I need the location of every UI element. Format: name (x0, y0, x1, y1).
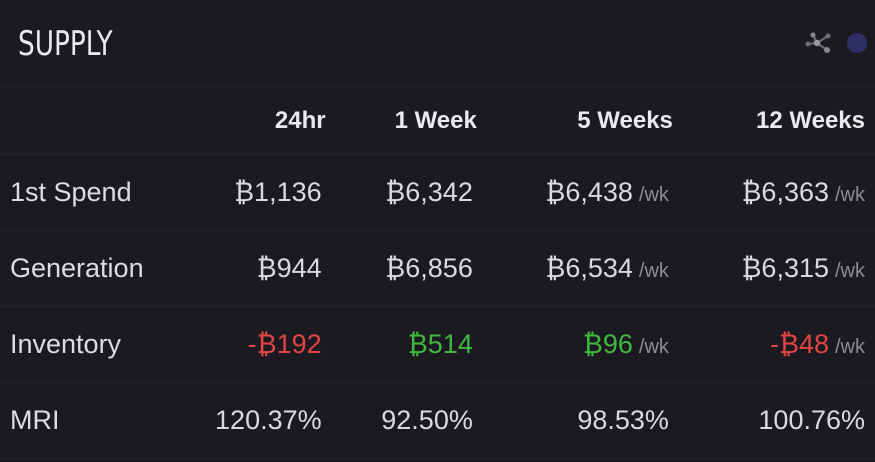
row-label: MRI (0, 382, 185, 459)
network-icon[interactable] (803, 30, 837, 56)
cell-unit: /wk (835, 184, 865, 206)
cell-value: ₿944 (256, 253, 322, 283)
table-row-generation: Generation ₿944 ₿6,856 ₿6,534/wk ₿6,315 /… (0, 230, 875, 307)
cell-unit: /wk (638, 184, 669, 206)
cell-unit: /wk (638, 260, 669, 282)
status-dot-icon[interactable] (847, 33, 867, 53)
table-header-row: 24hr 1 Week 5 Weeks 12 Weeks (0, 86, 875, 155)
header-empty (0, 86, 185, 155)
supply-table: 24hr 1 Week 5 Weeks 12 Weeks 1st Spend ₿… (0, 86, 875, 459)
panel-header: SUPPLY (0, 0, 875, 86)
row-label: 1st Spend (0, 154, 185, 231)
cell-value: 92.50% (381, 405, 473, 435)
cell-value: ₿1,136 (234, 177, 322, 207)
cell-value: ₿6,856 (385, 253, 473, 283)
table-row-mri: MRI 120.37% 92.50% 98.53% 100.76% (0, 382, 875, 459)
column-header-5-weeks: 5 Weeks (478, 86, 675, 155)
cell-unit: /wk (835, 336, 865, 358)
cell-value-negative: -₿48 (769, 329, 829, 359)
cell-value-positive: ₿514 (407, 329, 473, 359)
column-header-1-week: 1 Week (327, 86, 479, 155)
panel-title: SUPPLY (18, 24, 113, 64)
cell-value: ₿6,438 (545, 177, 633, 207)
row-label: Inventory (0, 306, 185, 383)
column-header-24hr: 24hr (184, 86, 328, 155)
cell-value: ₿6,342 (385, 177, 473, 207)
cell-value-negative: -₿192 (247, 329, 322, 359)
header-icons (803, 30, 867, 56)
table-row-1st-spend: 1st Spend ₿1,136 ₿6,342 ₿6,438/wk ₿6,363… (0, 154, 875, 231)
table-row-inventory: Inventory -₿192 ₿514 ₿96/wk -₿48/wk (0, 306, 875, 383)
cell-value: 100.76% (758, 405, 865, 435)
cell-unit: /wk (638, 336, 669, 358)
cell-unit: /wk (835, 260, 865, 282)
cell-value: ₿6,363 (741, 177, 829, 207)
cell-value: 120.37% (215, 405, 322, 435)
column-header-12-weeks: 12 Weeks (674, 86, 875, 155)
row-label: Generation (0, 230, 185, 307)
cell-value-positive: ₿96 (582, 329, 633, 359)
cell-value: ₿6,315 (741, 253, 829, 283)
cell-value: 98.53% (577, 405, 669, 435)
cell-value: ₿6,534 (545, 253, 633, 283)
